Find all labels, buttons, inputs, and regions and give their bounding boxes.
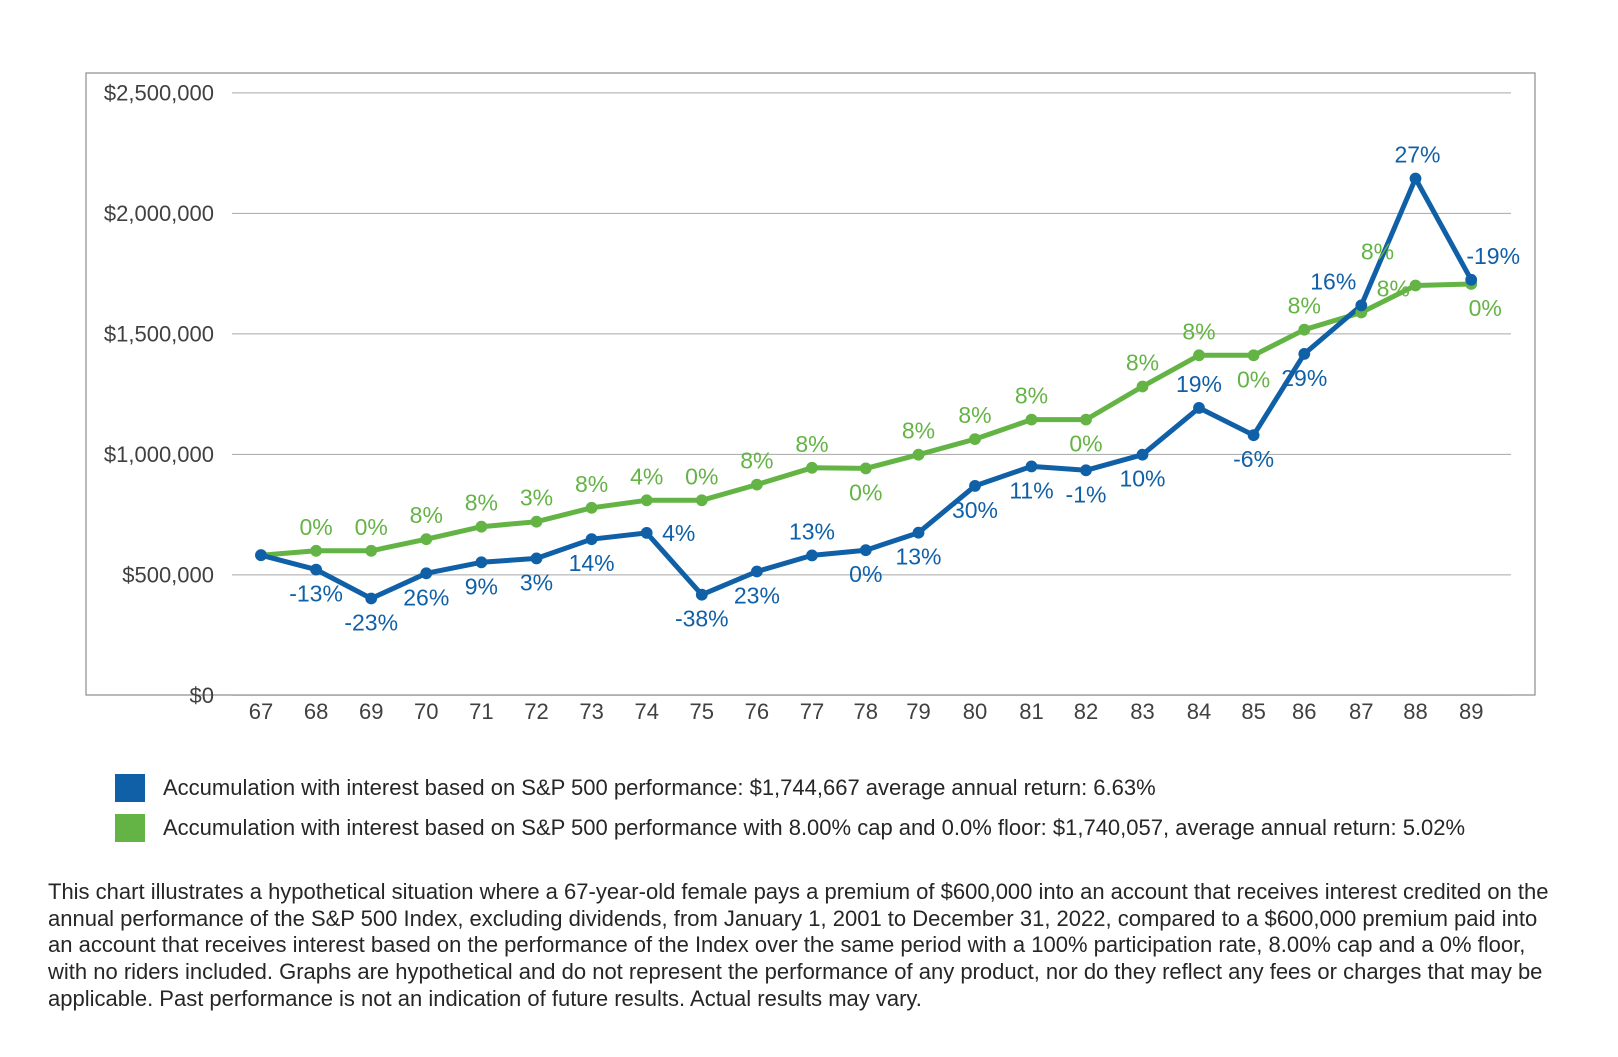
svg-text:69: 69 [359,699,383,724]
svg-text:3%: 3% [520,485,553,511]
svg-text:14%: 14% [569,550,615,576]
svg-text:30%: 30% [952,497,998,523]
svg-text:8%: 8% [575,471,608,497]
svg-text:0%: 0% [1237,366,1270,392]
svg-text:88: 88 [1403,699,1427,724]
svg-text:71: 71 [469,699,493,724]
svg-text:27%: 27% [1394,142,1440,168]
svg-text:8%: 8% [795,431,828,457]
svg-text:0%: 0% [299,514,332,540]
svg-text:29%: 29% [1281,365,1327,391]
svg-text:23%: 23% [734,583,780,609]
svg-text:9%: 9% [465,573,498,599]
svg-text:8%: 8% [1377,276,1410,302]
svg-text:-23%: -23% [344,610,398,636]
svg-text:-6%: -6% [1233,446,1274,472]
svg-text:80: 80 [963,699,987,724]
svg-text:19%: 19% [1176,371,1222,397]
svg-text:0%: 0% [1069,431,1102,457]
svg-text:8%: 8% [1288,293,1321,319]
svg-text:79: 79 [906,699,930,724]
svg-text:77: 77 [800,699,824,724]
svg-text:-19%: -19% [1466,243,1520,269]
svg-text:4%: 4% [630,463,663,489]
svg-text:75: 75 [690,699,714,724]
svg-text:8%: 8% [1182,318,1215,344]
svg-text:8%: 8% [902,418,935,444]
svg-text:89: 89 [1459,699,1483,724]
svg-text:83: 83 [1130,699,1154,724]
svg-text:-1%: -1% [1066,481,1107,507]
svg-text:0%: 0% [685,463,718,489]
svg-text:82: 82 [1074,699,1098,724]
svg-text:10%: 10% [1119,466,1165,492]
svg-text:$2,000,000: $2,000,000 [104,201,214,226]
svg-text:0%: 0% [849,479,882,505]
svg-text:$0: $0 [190,683,214,708]
svg-text:11%: 11% [1009,477,1053,503]
svg-text:4%: 4% [662,520,695,546]
svg-text:13%: 13% [789,518,835,544]
svg-text:-38%: -38% [675,606,729,632]
svg-text:70: 70 [414,699,438,724]
svg-text:13%: 13% [895,544,941,570]
svg-text:8%: 8% [958,402,991,428]
svg-text:3%: 3% [520,569,553,595]
svg-text:78: 78 [854,699,878,724]
svg-text:72: 72 [524,699,548,724]
svg-text:0%: 0% [355,514,388,540]
svg-text:0%: 0% [1469,295,1502,321]
svg-text:8%: 8% [740,448,773,474]
svg-text:-13%: -13% [289,581,343,607]
svg-text:86: 86 [1292,699,1316,724]
svg-text:73: 73 [579,699,603,724]
svg-text:$500,000: $500,000 [122,562,214,587]
svg-text:87: 87 [1349,699,1373,724]
svg-text:76: 76 [745,699,769,724]
svg-text:$2,500,000: $2,500,000 [104,80,214,105]
svg-text:67: 67 [249,699,273,724]
svg-text:74: 74 [634,699,658,724]
svg-text:26%: 26% [403,584,449,610]
svg-text:68: 68 [304,699,328,724]
svg-text:$1,000,000: $1,000,000 [104,442,214,467]
svg-text:$1,500,000: $1,500,000 [104,321,214,346]
svg-text:8%: 8% [410,502,443,528]
svg-text:8%: 8% [1361,239,1394,265]
svg-text:0%: 0% [849,561,882,587]
svg-text:8%: 8% [1126,350,1159,376]
svg-text:8%: 8% [1015,383,1048,409]
svg-text:8%: 8% [465,490,498,516]
svg-text:84: 84 [1187,699,1211,724]
svg-text:16%: 16% [1310,268,1356,294]
svg-text:85: 85 [1241,699,1265,724]
svg-text:81: 81 [1019,699,1043,724]
